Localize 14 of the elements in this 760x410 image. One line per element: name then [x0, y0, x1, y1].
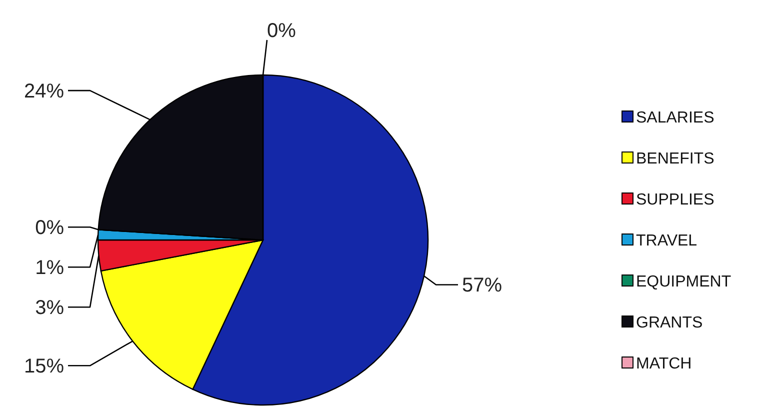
legend-label: SUPPLIES [636, 192, 714, 209]
legend-label: BENEFITS [636, 150, 714, 168]
legend-label: EQUIPMENT [636, 274, 732, 291]
legend-label: GRANTS [636, 314, 703, 332]
text: 0% [35, 217, 64, 240]
data-label: 57% [462, 274, 502, 297]
legend-label: MATCH [636, 356, 692, 373]
data-label: 3% [35, 297, 64, 320]
data-label: 1% [35, 257, 64, 280]
data-label: 15% [24, 356, 64, 378]
text: 0% [267, 20, 296, 42]
legend-label: SALARIES [636, 110, 714, 127]
data-label: 24% [24, 80, 64, 103]
legend-label: TRAVEL [636, 232, 698, 250]
